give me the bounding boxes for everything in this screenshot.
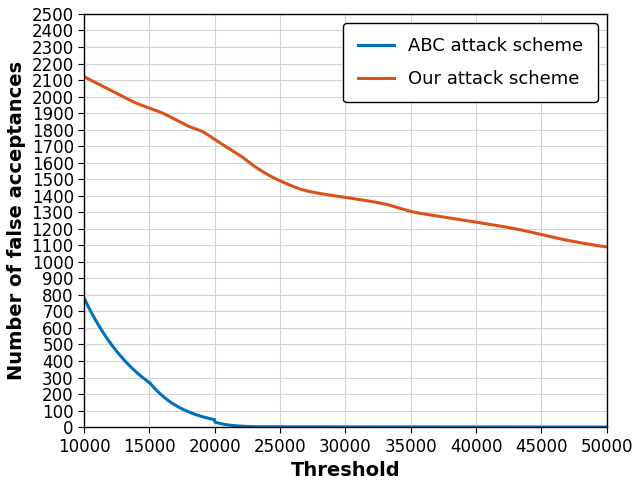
Our attack scheme xyxy=(588,242,595,247)
Our attack scheme xyxy=(81,74,88,80)
Line: Our attack scheme: Our attack scheme xyxy=(84,77,607,247)
ABC attack scheme xyxy=(107,341,115,347)
ABC attack scheme xyxy=(335,424,342,430)
Our attack scheme xyxy=(603,244,611,250)
Our attack scheme xyxy=(107,87,115,93)
ABC attack scheme xyxy=(588,424,595,430)
Our attack scheme xyxy=(588,242,595,247)
ABC attack scheme xyxy=(492,424,500,430)
Line: ABC attack scheme: ABC attack scheme xyxy=(84,298,607,427)
ABC attack scheme xyxy=(588,424,595,430)
Our attack scheme xyxy=(335,193,342,199)
Our attack scheme xyxy=(492,223,500,228)
Our attack scheme xyxy=(321,191,328,197)
Y-axis label: Number of false acceptances: Number of false acceptances xyxy=(7,61,26,380)
ABC attack scheme xyxy=(321,424,328,430)
ABC attack scheme xyxy=(81,295,88,301)
ABC attack scheme xyxy=(603,424,611,430)
X-axis label: Threshold: Threshold xyxy=(291,461,400,480)
Legend: ABC attack scheme, Our attack scheme: ABC attack scheme, Our attack scheme xyxy=(343,23,598,102)
